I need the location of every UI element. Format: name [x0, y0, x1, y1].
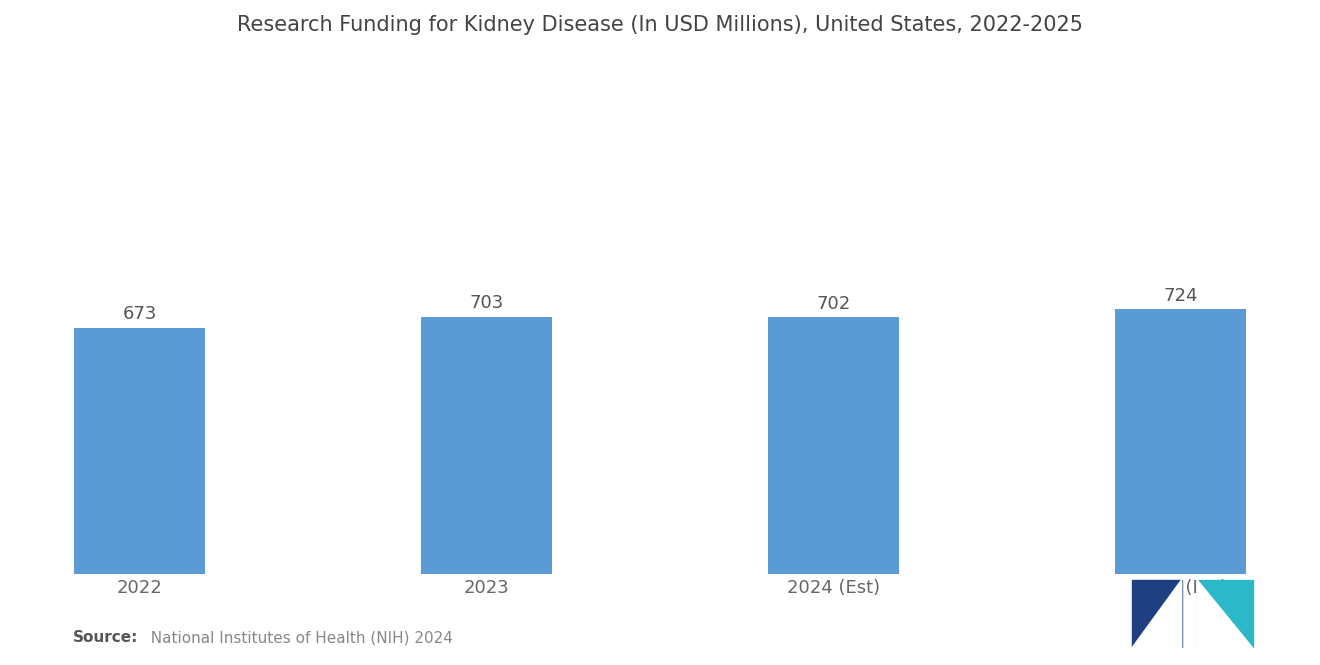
- Polygon shape: [1197, 579, 1253, 648]
- Text: 703: 703: [470, 294, 504, 313]
- Title: Research Funding for Kidney Disease (In USD Millions), United States, 2022-2025: Research Funding for Kidney Disease (In …: [238, 15, 1082, 35]
- Polygon shape: [1197, 579, 1253, 648]
- Text: Source:: Source:: [73, 630, 139, 645]
- Text: 724: 724: [1163, 287, 1197, 305]
- Bar: [1114, 309, 1246, 574]
- Text: 673: 673: [123, 305, 157, 323]
- Polygon shape: [1131, 579, 1181, 648]
- Bar: [74, 328, 206, 574]
- Polygon shape: [1131, 579, 1181, 648]
- Text: 702: 702: [816, 295, 850, 313]
- Bar: [421, 317, 553, 574]
- Text: National Institutes of Health (NIH) 2024: National Institutes of Health (NIH) 2024: [141, 630, 453, 645]
- Bar: [767, 317, 899, 574]
